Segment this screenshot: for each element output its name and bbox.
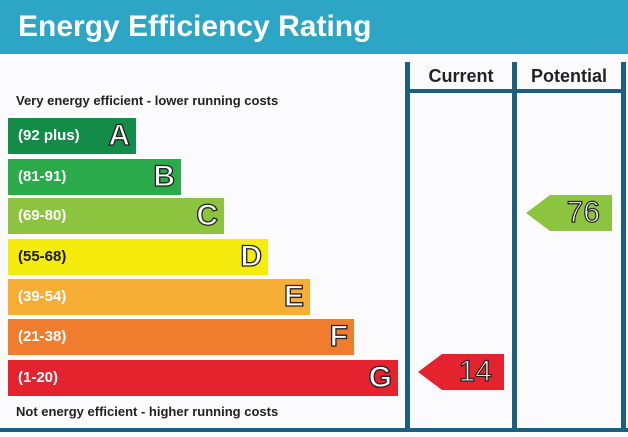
potential-rating-arrow: 76 xyxy=(526,195,612,231)
header-row-divider xyxy=(405,89,626,93)
column-divider-right xyxy=(621,62,626,430)
band-letter: E xyxy=(283,279,304,313)
band-range: (21-38) xyxy=(18,328,67,345)
band-letter: C xyxy=(196,198,219,232)
potential-rating-value: 76 xyxy=(566,195,601,229)
band-letter: A xyxy=(108,118,131,152)
column-divider-middle xyxy=(512,62,517,430)
band-d: (55-68) D xyxy=(8,239,268,275)
band-range: (55-68) xyxy=(18,248,67,265)
band-e: (39-54) E xyxy=(8,279,310,315)
band-g: (1-20) G xyxy=(8,360,398,396)
page-title: Energy Efficiency Rating xyxy=(0,0,628,54)
top-caption: Very energy efficient - lower running co… xyxy=(16,93,279,108)
band-b: (81-91) B xyxy=(8,159,181,195)
band-letter: F xyxy=(329,319,349,353)
potential-column-header: Potential xyxy=(530,66,607,86)
band-range: (39-54) xyxy=(18,288,67,305)
bottom-caption: Not energy efficient - higher running co… xyxy=(16,404,279,419)
bottom-border xyxy=(0,428,628,432)
band-range: (92 plus) xyxy=(18,127,80,144)
current-column-header: Current xyxy=(428,66,494,86)
band-letter: D xyxy=(240,239,263,273)
band-range: (69-80) xyxy=(18,207,67,224)
band-c: (69-80) C xyxy=(8,198,224,234)
band-letter: G xyxy=(368,360,393,394)
current-rating-value: 14 xyxy=(458,354,493,388)
band-letter: B xyxy=(153,159,176,193)
column-divider-left xyxy=(405,62,410,430)
current-rating-arrow: 14 xyxy=(418,354,504,390)
band-range: (81-91) xyxy=(18,168,67,185)
band-f: (21-38) F xyxy=(8,319,354,355)
band-a: (92 plus) A xyxy=(8,118,136,154)
band-range: (1-20) xyxy=(18,369,59,386)
